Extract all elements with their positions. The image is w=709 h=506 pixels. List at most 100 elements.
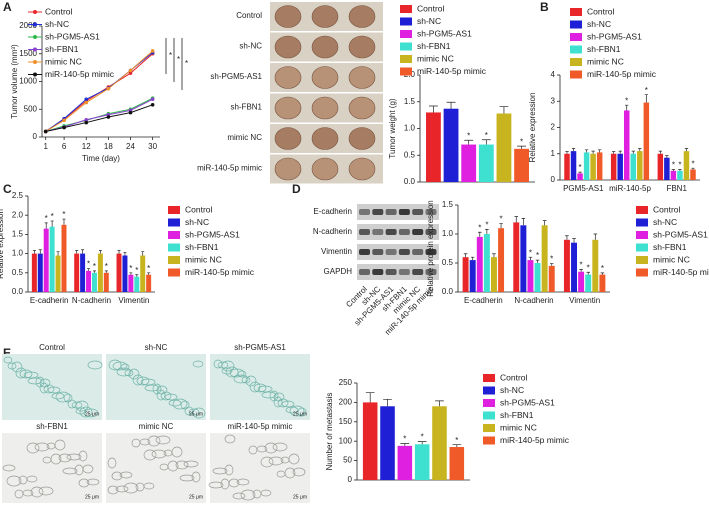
- alveolus: [75, 400, 89, 412]
- error-bar: [32, 250, 36, 254]
- alveolus: [26, 475, 38, 483]
- histology-image: [106, 433, 206, 503]
- significance: *: [579, 163, 582, 172]
- band: [385, 269, 397, 275]
- alveolus: [268, 456, 284, 466]
- scale-bar: 25 μm: [85, 411, 99, 417]
- point: [150, 49, 155, 53]
- y-tick-label: 0: [551, 175, 556, 184]
- significance: *: [485, 131, 488, 140]
- significance: *: [147, 264, 150, 273]
- alveolus: [184, 406, 194, 416]
- alveolus: [240, 489, 256, 501]
- error-bar: [691, 167, 695, 170]
- significance: *: [105, 262, 108, 271]
- y-tick-label: 2000: [19, 21, 37, 30]
- alveolus: [15, 367, 27, 379]
- alveolus: [172, 398, 188, 410]
- error-bar: [129, 272, 133, 275]
- bar: [461, 144, 477, 182]
- legend-label: sh-NC: [500, 385, 524, 395]
- significance: *: [601, 264, 604, 273]
- band: [398, 269, 410, 275]
- x-axis-label: Time (day): [82, 154, 120, 163]
- alveolus: [156, 389, 166, 401]
- legend-marker: [33, 10, 37, 14]
- alveolus: [75, 407, 87, 415]
- y-tick-label: 2.0: [12, 210, 24, 219]
- bar: [520, 225, 527, 292]
- alveolus: [22, 489, 34, 497]
- error-bar: [631, 150, 635, 154]
- error-bar: [584, 149, 589, 153]
- error-bar: [428, 105, 438, 113]
- alveolus: [124, 369, 134, 377]
- legend-marker: [33, 35, 37, 39]
- bar: [564, 153, 570, 180]
- error-bar: [464, 139, 474, 145]
- panel-label: D: [292, 182, 301, 196]
- bar: [563, 239, 570, 292]
- alveolus: [155, 435, 171, 445]
- bar: [527, 260, 534, 292]
- tumor: [348, 66, 376, 89]
- x-tick-label: N-cadherin: [514, 296, 553, 305]
- tumor: [348, 157, 376, 181]
- error-bar: [75, 250, 79, 254]
- alveolus: [123, 482, 139, 494]
- alveolus: [43, 384, 55, 394]
- alveolus: [2, 464, 16, 472]
- alveolus: [224, 434, 236, 444]
- image-label: sh-NC: [145, 343, 168, 352]
- alveolus: [232, 492, 246, 500]
- bar: [592, 239, 599, 292]
- significance: *: [455, 436, 458, 445]
- row-label: sh-FBN1: [230, 103, 262, 112]
- error-bar: [658, 150, 662, 154]
- error-bar: [618, 150, 622, 154]
- y-tick-label: 250: [339, 378, 353, 387]
- legend-label: Control: [500, 372, 528, 382]
- bar: [571, 242, 578, 292]
- error-bar: [600, 272, 605, 275]
- alveolus: [39, 382, 49, 394]
- band: [385, 249, 397, 255]
- significance: *: [550, 255, 553, 264]
- image-label: sh-FBN1: [36, 422, 68, 431]
- legend-swatch: [400, 42, 412, 51]
- bar: [596, 152, 603, 180]
- image-label: miR-140-5p mimic: [228, 422, 293, 431]
- legend-swatch: [400, 17, 412, 26]
- bar: [677, 170, 683, 180]
- x-tick-label: N-cadherin: [72, 296, 111, 305]
- alveolus: [147, 435, 161, 447]
- legend-swatch: [168, 268, 180, 277]
- band: [359, 249, 370, 255]
- alveolus: [119, 471, 133, 479]
- legend-swatch: [570, 8, 582, 16]
- significance: *: [672, 161, 675, 170]
- legend-label: sh-NC: [653, 217, 677, 227]
- alveolus: [228, 478, 240, 488]
- band: [425, 229, 437, 235]
- bar: [55, 255, 61, 292]
- error-bar: [625, 104, 629, 111]
- alveolus: [292, 467, 306, 477]
- band: [425, 269, 437, 275]
- error-bar: [684, 148, 689, 152]
- band: [412, 249, 424, 255]
- legend-label: miR-140-5p mimic: [500, 435, 570, 445]
- error-bar: [542, 220, 547, 226]
- legend-swatch: [168, 256, 180, 264]
- bar: [476, 236, 483, 292]
- bar: [599, 274, 606, 292]
- row-label: sh-PGM5-AS1: [210, 72, 262, 81]
- band: [385, 229, 397, 235]
- alveolus: [261, 391, 277, 399]
- significance: *: [587, 263, 590, 272]
- blot-label: E-cadherin: [313, 207, 352, 216]
- error-bar: [481, 139, 491, 145]
- tumor: [274, 96, 302, 120]
- band: [359, 209, 370, 215]
- band: [425, 249, 437, 255]
